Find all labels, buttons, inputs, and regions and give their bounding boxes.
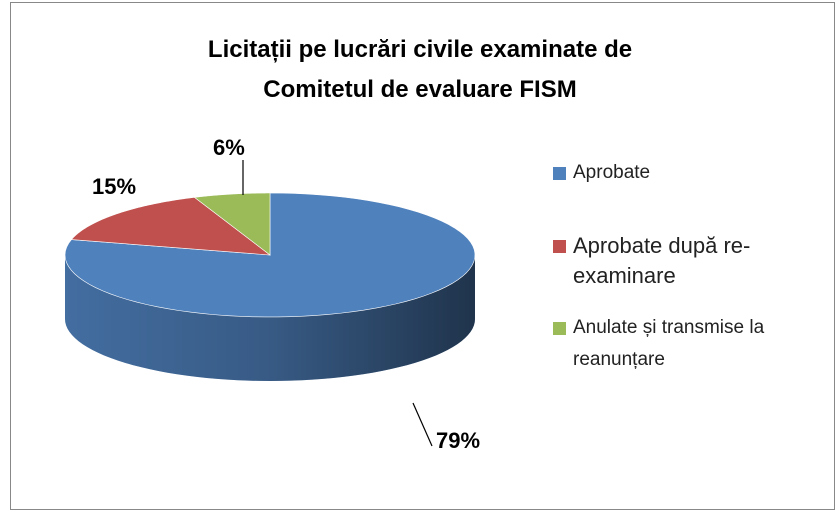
data-label: 15% [92,174,137,199]
leader-line [412,402,433,447]
pie-slice [193,192,271,256]
legend-label: Aprobate după re-examinare [573,233,751,288]
legend-label: Aprobate [573,162,651,183]
pie-slice [70,197,271,256]
pie-slice [64,192,476,318]
data-label: 79% [436,428,481,453]
legend-marker [553,167,566,180]
legend-marker [553,322,566,335]
legend-marker [553,240,566,253]
chart-title: Licitații pe lucrări civile examinate de… [207,36,633,103]
legend-label: Anulate și transmise la reanunțare [573,317,765,370]
pie-side-shade [65,255,475,381]
data-label: 6% [213,135,245,160]
